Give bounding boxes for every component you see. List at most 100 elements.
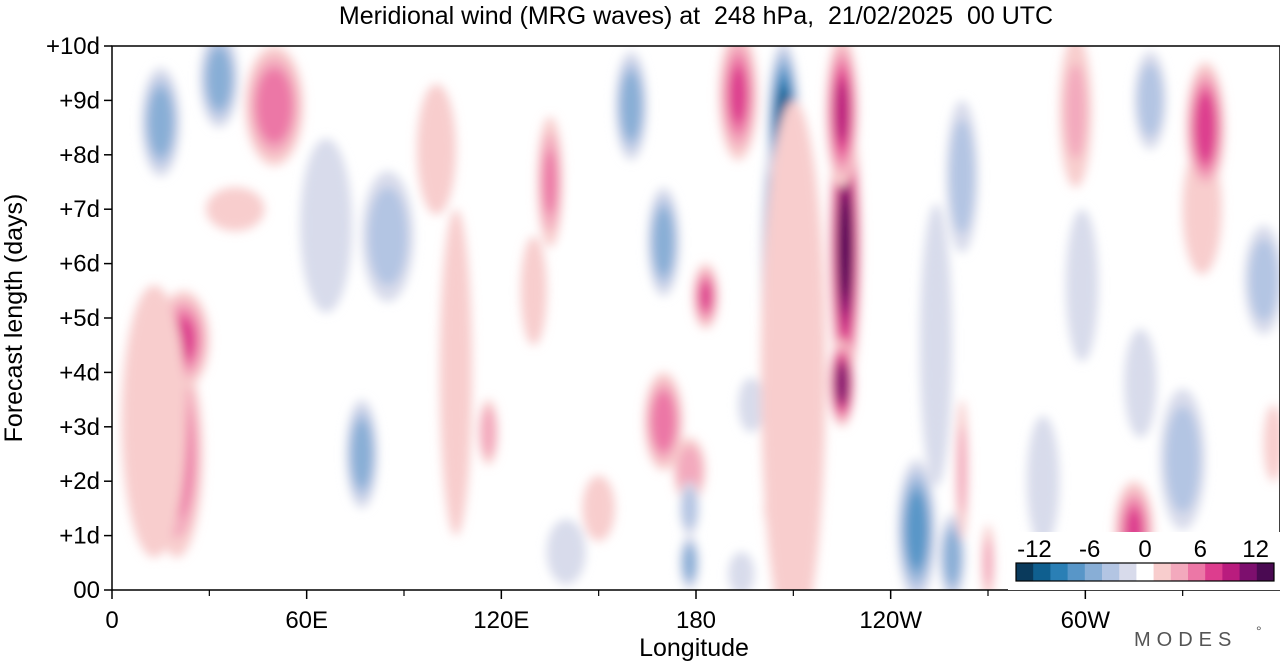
wind-anomaly-37 (569, 176, 615, 351)
wind-field (121, 46, 1280, 590)
wind-anomaly-23 (300, 138, 353, 313)
contour-level (655, 399, 673, 443)
colorbar-swatch (1170, 563, 1189, 581)
wind-anomaly-32 (673, 437, 706, 503)
wind-anomaly-41 (728, 551, 755, 590)
wind-anomaly-10 (939, 513, 966, 590)
y-tick-label: +3d (59, 414, 100, 441)
contour-level (837, 367, 847, 399)
colorbar-tick-label: -6 (1079, 536, 1100, 563)
wind-anomaly-21 (199, 46, 239, 128)
contour-level (983, 539, 993, 587)
x-tick-label: 60E (285, 607, 328, 634)
y-tick-label: +9d (59, 87, 100, 114)
wind-anomaly-30 (416, 84, 456, 215)
colorbar-swatch (1239, 563, 1258, 581)
contour-level (354, 430, 369, 478)
wind-anomaly-51 (1185, 62, 1225, 193)
colorbar-swatch (1102, 563, 1120, 581)
x-tick-label: 120W (859, 607, 922, 634)
x-axis-label: Longitude (639, 634, 749, 662)
contour-level (133, 336, 175, 507)
colorbar-tick-label: 6 (1194, 536, 1207, 563)
y-tick-label: +10d (46, 33, 100, 60)
colorbar-tick-label: 12 (1242, 536, 1269, 563)
contour-level (483, 415, 494, 449)
contour-level (554, 531, 579, 573)
contour-level (1254, 252, 1274, 308)
wind-anomaly-9 (897, 459, 937, 590)
contour-level (685, 550, 694, 575)
contour-level (374, 203, 401, 269)
wind-anomaly-25 (361, 171, 414, 302)
contour-level (946, 538, 959, 577)
wind-anomaly-39 (679, 535, 700, 590)
colorbar: -12 -6 0 6 12 (1008, 532, 1280, 590)
wind-anomaly-14 (945, 100, 979, 253)
colorbar-tick-label: 0 (1138, 536, 1151, 563)
plot-area (111, 45, 1280, 591)
colorbar-swatch (1205, 563, 1223, 581)
contour-level (1071, 237, 1093, 333)
colorbar-tick-label: -12 (1017, 536, 1052, 563)
wind-anomaly-27 (478, 399, 499, 465)
contour-level (309, 171, 343, 280)
wind-anomaly-29 (520, 236, 547, 346)
wind-anomaly-3 (738, 377, 765, 433)
wind-anomaly-45 (1065, 209, 1099, 362)
colorbar-swatch (1119, 563, 1137, 581)
wind-anomaly-34 (679, 481, 700, 536)
wind-anomaly-11 (955, 399, 969, 542)
contour-level (624, 82, 639, 130)
modes-logo-text: MODES (1134, 629, 1237, 651)
wind-anomaly-35 (647, 187, 680, 297)
contour-level (1171, 424, 1195, 495)
colorbar-frame (1015, 562, 1275, 582)
contour-level (729, 66, 747, 124)
y-tick-label: +1d (59, 523, 100, 550)
contour-level (733, 560, 750, 588)
colorbar-swatch (1188, 563, 1206, 581)
contour-level (684, 494, 695, 522)
y-tick-label: +7d (59, 196, 100, 223)
wind-anomaly-48 (1124, 328, 1157, 438)
x-axis: 0 60E 120E 180 120W 60W (105, 590, 1184, 634)
modes-logo: MODES ° (1134, 623, 1262, 651)
contour-level (839, 194, 852, 300)
wind-anomaly-13 (919, 203, 953, 487)
y-tick-label: +8d (59, 142, 100, 169)
contour-level (1033, 440, 1054, 522)
wind-anomaly-46 (1059, 46, 1092, 188)
colorbar-swatch (1033, 563, 1051, 581)
chart-title: Meridional wind (MRG waves) at 248 hPa, … (339, 2, 1053, 30)
x-tick-label: 120E (473, 607, 529, 634)
colorbar-swatch (1016, 563, 1034, 581)
wind-anomaly-31 (644, 372, 684, 471)
y-tick-label: +4d (59, 359, 100, 386)
wind-anomaly-26 (439, 209, 473, 536)
colorbar-swatch (1256, 563, 1275, 581)
contour-level (543, 149, 557, 215)
contour-level (957, 426, 967, 515)
contour-level (424, 108, 449, 191)
contour-level (656, 218, 671, 266)
contour-level (953, 138, 971, 215)
contour-level (588, 488, 609, 529)
wind-anomaly-53 (1244, 225, 1280, 335)
wind-anomaly-18 (121, 285, 187, 558)
colorbar-swatch (1136, 563, 1154, 581)
contour-level (835, 80, 849, 142)
contour-level (700, 281, 712, 311)
contour-level (1197, 101, 1214, 154)
wind-anomaly-38 (582, 475, 615, 541)
wind-anomaly-33 (692, 263, 719, 329)
wind-anomaly-49 (1159, 388, 1206, 531)
wind-anomaly-43 (760, 100, 826, 590)
contour-level (760, 100, 826, 590)
contour-level (445, 270, 467, 475)
colorbar-swatch (1222, 563, 1240, 581)
wind-anomaly-24 (345, 399, 379, 509)
contour-level (261, 79, 288, 133)
contour-level (1065, 63, 1086, 159)
